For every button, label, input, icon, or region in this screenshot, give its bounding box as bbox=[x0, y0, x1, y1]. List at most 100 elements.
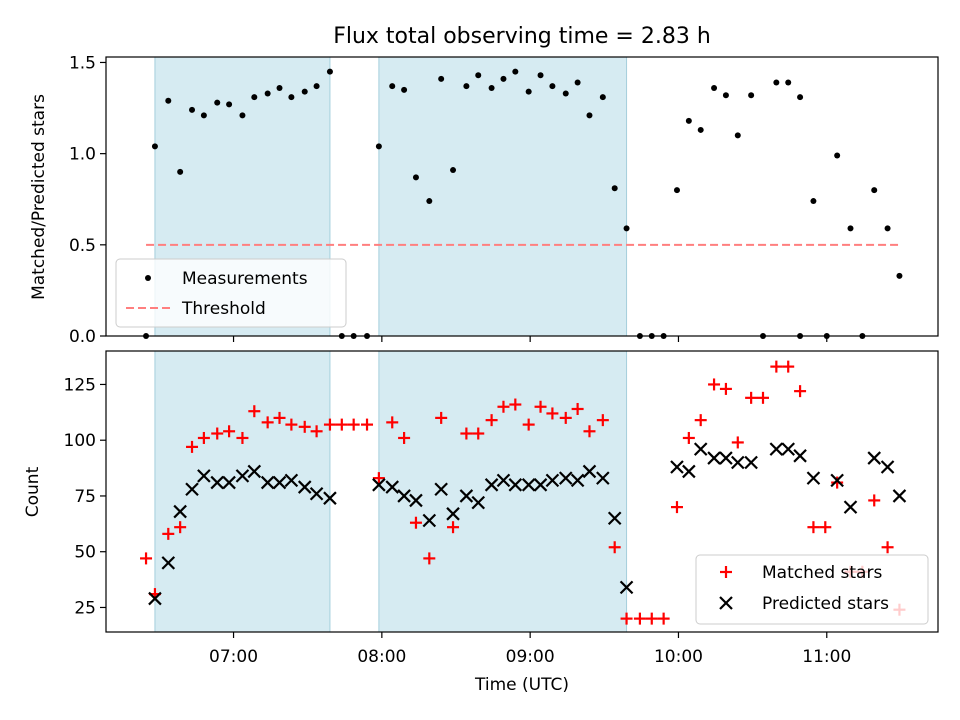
measurement-point bbox=[722, 92, 729, 99]
predicted-star-point bbox=[247, 464, 262, 479]
matched-star-point bbox=[807, 521, 820, 534]
measurement-point bbox=[488, 85, 495, 91]
predicted-star-point bbox=[185, 482, 199, 497]
matched-star-point bbox=[509, 398, 522, 411]
matched-star-point bbox=[347, 418, 360, 431]
measurement-point bbox=[871, 187, 878, 194]
predicted-star-point bbox=[409, 493, 423, 508]
predicted-star-point bbox=[446, 507, 460, 521]
top-series bbox=[143, 68, 903, 339]
matched-star-point bbox=[819, 521, 832, 534]
measurement-point bbox=[711, 85, 718, 91]
measurement-point bbox=[463, 83, 470, 90]
measurement-point bbox=[685, 117, 692, 124]
measurement-point bbox=[313, 83, 320, 90]
predicted-star-point bbox=[707, 451, 721, 465]
predicted-star-point bbox=[173, 504, 187, 519]
matched-star-point bbox=[248, 405, 261, 418]
matched-star-point bbox=[694, 414, 707, 427]
measurement-point bbox=[177, 168, 184, 175]
top-panel: 0.0 0.5 1.0 1.5 Matched/Predicted stars Mea… bbox=[29, 53, 939, 347]
matched-star-point bbox=[236, 431, 249, 444]
predicted-star-point bbox=[471, 495, 486, 510]
matched-star-point bbox=[497, 400, 510, 413]
matched-star-point bbox=[310, 425, 323, 438]
matched-star-point bbox=[261, 416, 274, 429]
measurement-point bbox=[834, 152, 841, 159]
bottom-series bbox=[140, 360, 907, 625]
matched-star-point bbox=[323, 418, 336, 431]
matched-star-point bbox=[162, 527, 175, 540]
measurement-point bbox=[450, 167, 457, 174]
matched-star-point bbox=[756, 391, 769, 404]
measurement-point bbox=[797, 94, 804, 101]
bottom-y-tick-label: 75 bbox=[74, 487, 96, 507]
bottom-xlabel: Time (UTC) bbox=[474, 675, 569, 695]
matched-star-point bbox=[140, 552, 153, 565]
matched-star-point bbox=[197, 431, 210, 444]
predicted-star-point bbox=[297, 480, 312, 494]
measurement-point bbox=[697, 126, 704, 133]
matched-star-point bbox=[372, 472, 385, 485]
x-tick-label: 07:00 bbox=[209, 647, 258, 667]
measurement-point bbox=[326, 68, 333, 75]
predicted-star-point bbox=[272, 475, 287, 490]
matched-star-point bbox=[657, 612, 670, 625]
predicted-star-point bbox=[781, 442, 795, 456]
measurement-point bbox=[773, 79, 780, 86]
matched-star-point bbox=[881, 541, 894, 554]
matched-star-point bbox=[583, 425, 596, 438]
matched-star-point bbox=[794, 385, 807, 398]
bottom-ylabel: Count bbox=[23, 466, 43, 517]
measurement-point bbox=[251, 94, 258, 101]
measurement-point bbox=[276, 85, 283, 91]
top-legend: Measurements Threshold bbox=[115, 258, 347, 328]
predicted-star-point bbox=[731, 455, 745, 470]
bottom-shaded-interval bbox=[154, 350, 331, 633]
matched-star-point bbox=[708, 378, 721, 391]
predicted-star-point bbox=[459, 489, 474, 503]
predicted-star-point bbox=[545, 473, 560, 488]
legend-threshold-label: Threshold bbox=[181, 299, 266, 319]
predicted-star-point bbox=[284, 473, 299, 488]
predicted-star-point bbox=[533, 478, 548, 492]
matched-star-point bbox=[633, 612, 646, 625]
predicted-star-point bbox=[397, 489, 411, 503]
measurement-point bbox=[734, 132, 741, 139]
predicted-star-point bbox=[744, 455, 758, 470]
matched-star-point bbox=[596, 414, 609, 427]
measurement-point bbox=[214, 99, 221, 106]
x-tick-label: 10:00 bbox=[654, 647, 703, 667]
predicted-star-point bbox=[197, 469, 211, 483]
top-y-tick-label: 0.5 bbox=[69, 236, 96, 256]
predicted-star-point bbox=[508, 478, 523, 492]
predicted-star-point bbox=[385, 480, 400, 494]
measurement-point bbox=[475, 72, 482, 79]
matched-star-point bbox=[682, 431, 695, 444]
measurement-point bbox=[401, 86, 408, 93]
bottom-y-tick-label: 25 bbox=[74, 598, 96, 618]
predicted-star-point bbox=[558, 471, 573, 485]
measurement-point bbox=[810, 198, 817, 205]
top-ylabel: Matched/Predicted stars bbox=[29, 94, 49, 300]
top-y-tick-label: 0.0 bbox=[69, 327, 96, 347]
matched-star-point bbox=[608, 541, 621, 554]
predicted-star-point bbox=[867, 451, 882, 465]
predicted-star-point bbox=[596, 471, 610, 485]
measurement-point bbox=[226, 101, 233, 108]
predicted-star-point bbox=[372, 478, 386, 492]
measurement-point bbox=[562, 90, 569, 97]
predicted-star-point bbox=[521, 478, 536, 492]
measurement-point bbox=[785, 79, 792, 86]
measurement-point bbox=[549, 83, 556, 90]
bottom-y-ticks: 25 50 75 100 125 bbox=[64, 375, 106, 618]
measurement-point bbox=[884, 225, 891, 232]
top-axes-frame bbox=[105, 56, 939, 337]
measurement-point bbox=[200, 112, 207, 119]
predicted-star-point bbox=[843, 500, 858, 514]
predicted-star-point bbox=[210, 475, 225, 490]
predicted-star-point bbox=[570, 473, 585, 488]
measurement-point bbox=[389, 83, 396, 90]
matched-star-point bbox=[335, 418, 348, 431]
